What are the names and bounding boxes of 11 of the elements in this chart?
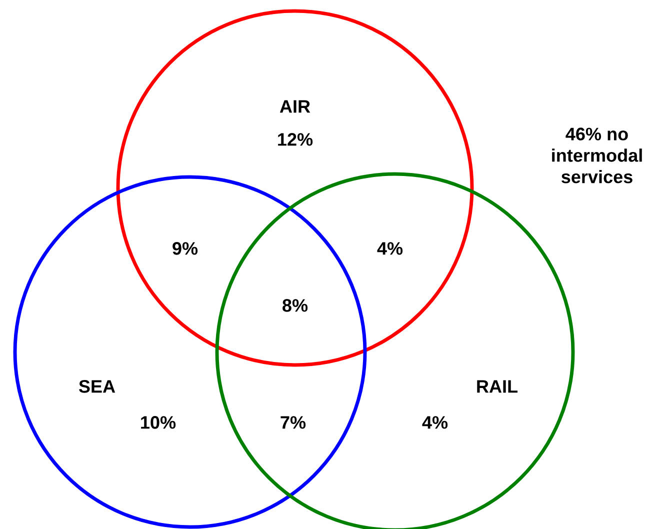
category-label: AIR xyxy=(280,100,310,113)
text: 9% xyxy=(172,242,198,255)
text: 7% xyxy=(280,416,306,429)
data-label: 12% xyxy=(278,133,313,146)
text: 4% xyxy=(377,242,403,255)
category-label: SEA xyxy=(78,380,116,393)
text: 8% xyxy=(282,299,308,312)
data-label: 4% xyxy=(422,416,448,429)
data-label: 10% xyxy=(141,416,176,429)
text: 46% no intermodal services xyxy=(552,128,642,184)
category-label: RAIL xyxy=(477,380,518,393)
